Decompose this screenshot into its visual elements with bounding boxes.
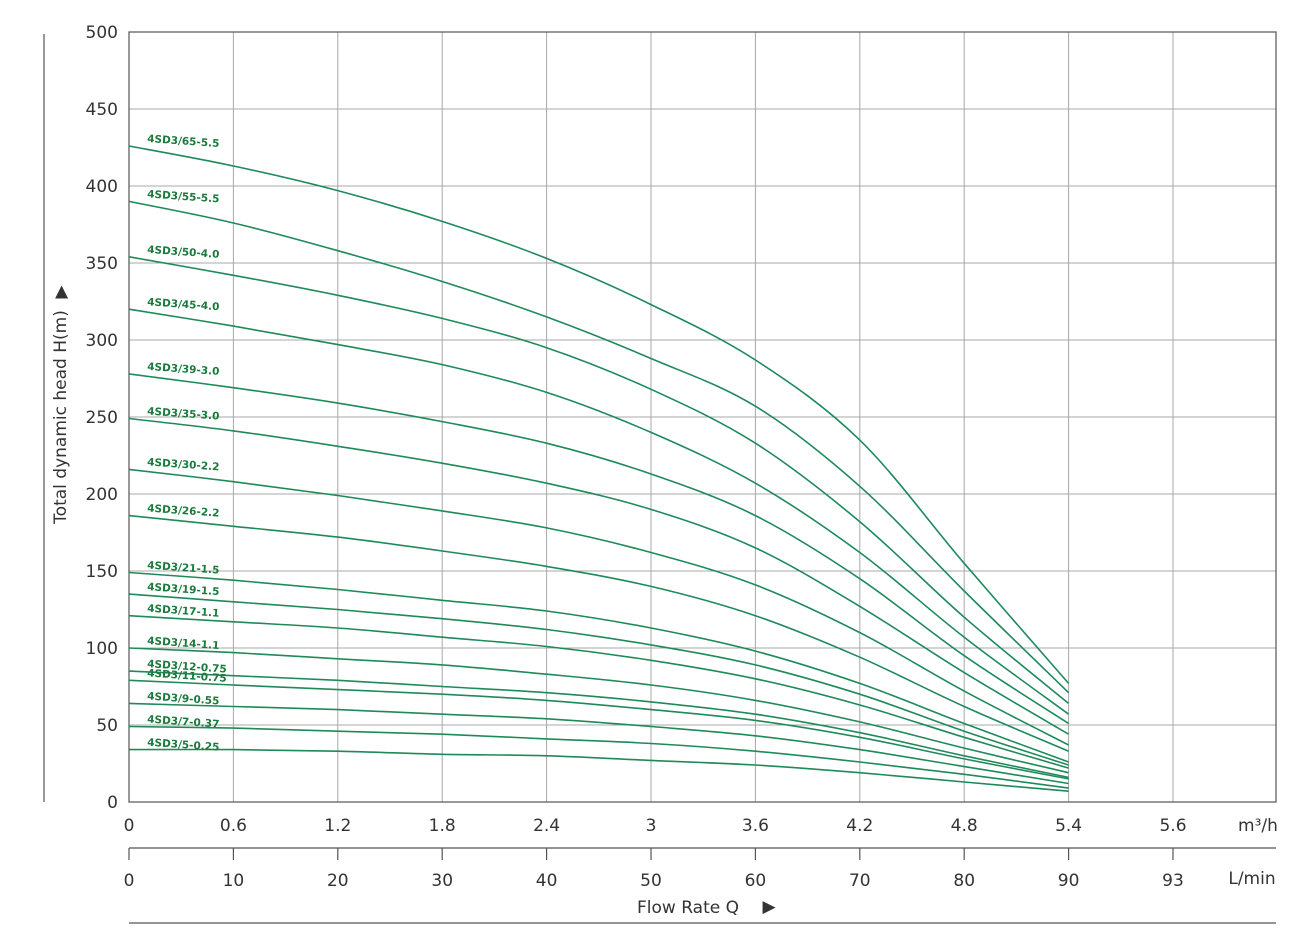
x-tick-label-m3h: 0 xyxy=(124,816,135,836)
series-label: 4SD3/35-3.0 xyxy=(147,406,220,423)
x-tick-label-m3h: 2.4 xyxy=(533,816,560,836)
series-line-4SD3/35-3.0 xyxy=(128,417,1070,735)
y-tick-label: 500 xyxy=(86,23,118,43)
curves xyxy=(128,145,1070,792)
y-tick-label: 150 xyxy=(86,562,118,582)
axes: Total dynamic head H(m) ▶ Flow Rate Q ▶ … xyxy=(43,23,1278,924)
series-line-4SD3/45-4.0 xyxy=(128,308,1070,715)
series-label: 4SD3/7-0.37 xyxy=(147,714,220,731)
series-line-4SD3/50-4.0 xyxy=(128,256,1070,705)
x-tick-label-m3h: 3.6 xyxy=(742,816,769,836)
y-tick-label: 400 xyxy=(86,177,118,197)
series-line-4SD3/26-2.2 xyxy=(128,514,1069,752)
series-label: 4SD3/9-0.55 xyxy=(147,690,220,707)
series-label: 4SD3/50-4.0 xyxy=(147,244,220,261)
series-label: 4SD3/14-1.1 xyxy=(147,635,220,652)
x-tick-label-lmin: 10 xyxy=(223,871,245,891)
series-label: 4SD3/55-5.5 xyxy=(147,188,220,205)
series-label: 4SD3/30-2.2 xyxy=(147,456,220,473)
x-tick-label-lmin: 93 xyxy=(1162,871,1184,891)
x-tick-label-lmin: 80 xyxy=(953,871,975,891)
x-tick-label-lmin: 20 xyxy=(327,871,349,891)
x-tick-label-m3h: 5.6 xyxy=(1159,816,1186,836)
y-tick-label: 250 xyxy=(86,408,118,428)
x-tick-label-lmin: 30 xyxy=(431,871,453,891)
x-tick-label-m3h: 1.2 xyxy=(324,816,351,836)
series-line-4SD3/55-5.5 xyxy=(128,200,1070,694)
series-line-4SD3/12-0.75 xyxy=(128,670,1069,779)
x-tick-label-lmin: 60 xyxy=(745,871,767,891)
y-axis-arrow: ▶ xyxy=(51,285,71,299)
x-tick-label-m3h: 4.8 xyxy=(951,816,978,836)
x-tick-label-m3h: 0.6 xyxy=(220,816,247,836)
x-tick-label-lmin: 50 xyxy=(640,871,662,891)
series-label: 4SD3/5-0.25 xyxy=(147,737,220,754)
x-tick-label-lmin: 70 xyxy=(849,871,871,891)
y-tick-label: 200 xyxy=(86,485,118,505)
series-line-4SD3/65-5.5 xyxy=(128,145,1070,684)
series-label: 4SD3/26-2.2 xyxy=(147,503,220,520)
series-line-4SD3/21-1.5 xyxy=(128,571,1069,763)
x-unit-lmin: L/min xyxy=(1228,869,1275,889)
x-tick-label-m3h: 1.8 xyxy=(429,816,456,836)
x-tick-label-lmin: 0 xyxy=(124,871,135,891)
series-label: 4SD3/45-4.0 xyxy=(147,296,220,313)
y-tick-label: 0 xyxy=(107,793,118,813)
series-label: 4SD3/17-1.1 xyxy=(147,603,220,620)
x-axis-arrow: ▶ xyxy=(762,897,776,917)
y-tick-label: 50 xyxy=(96,716,118,736)
curve-labels: 4SD3/65-5.5 4SD3/55-5.5 4SD3/50-4.0 4SD3/45… xyxy=(147,133,227,754)
y-tick-label: 300 xyxy=(86,331,118,351)
series-line-4SD3/9-0.55 xyxy=(128,702,1069,785)
x-tick-label-lmin: 40 xyxy=(536,871,558,891)
series-label: 4SD3/19-1.5 xyxy=(147,581,220,598)
series-line-4SD3/30-2.2 xyxy=(128,468,1069,746)
y-tick-label: 100 xyxy=(86,639,118,659)
y-axis-title: Total dynamic head H(m) xyxy=(51,310,71,525)
series-line-4SD3/5-0.25 xyxy=(128,748,1069,792)
x-tick-label-m3h: 5.4 xyxy=(1055,816,1082,836)
x-tick-label-m3h: 3 xyxy=(646,816,657,836)
plot-frame xyxy=(128,31,1277,803)
series-label: 4SD3/11-0.75 xyxy=(147,667,227,685)
series-label: 4SD3/65-5.5 xyxy=(147,133,220,150)
y-tick-label: 450 xyxy=(86,100,118,120)
series-line-4SD3/19-1.5 xyxy=(128,593,1069,766)
x-tick-label-lmin: 90 xyxy=(1058,871,1080,891)
x-axis-title: Flow Rate Q xyxy=(637,898,739,918)
series-line-4SD3/11-0.75 xyxy=(128,679,1069,780)
series-line-4SD3/7-0.37 xyxy=(128,725,1069,789)
x-tick-label-m3h: 4.2 xyxy=(846,816,873,836)
series-label: 4SD3/12-0.75 xyxy=(147,658,227,676)
x-unit-m3h: m³/h xyxy=(1238,816,1278,836)
series-line-4SD3/14-1.1 xyxy=(128,647,1069,774)
gridlines xyxy=(128,31,1277,803)
series-label: 4SD3/21-1.5 xyxy=(147,560,220,577)
series-label: 4SD3/39-3.0 xyxy=(147,361,220,378)
series-line-4SD3/17-1.1 xyxy=(128,614,1069,769)
y-tick-label: 350 xyxy=(86,254,118,274)
series-line-4SD3/39-3.0 xyxy=(128,373,1070,725)
